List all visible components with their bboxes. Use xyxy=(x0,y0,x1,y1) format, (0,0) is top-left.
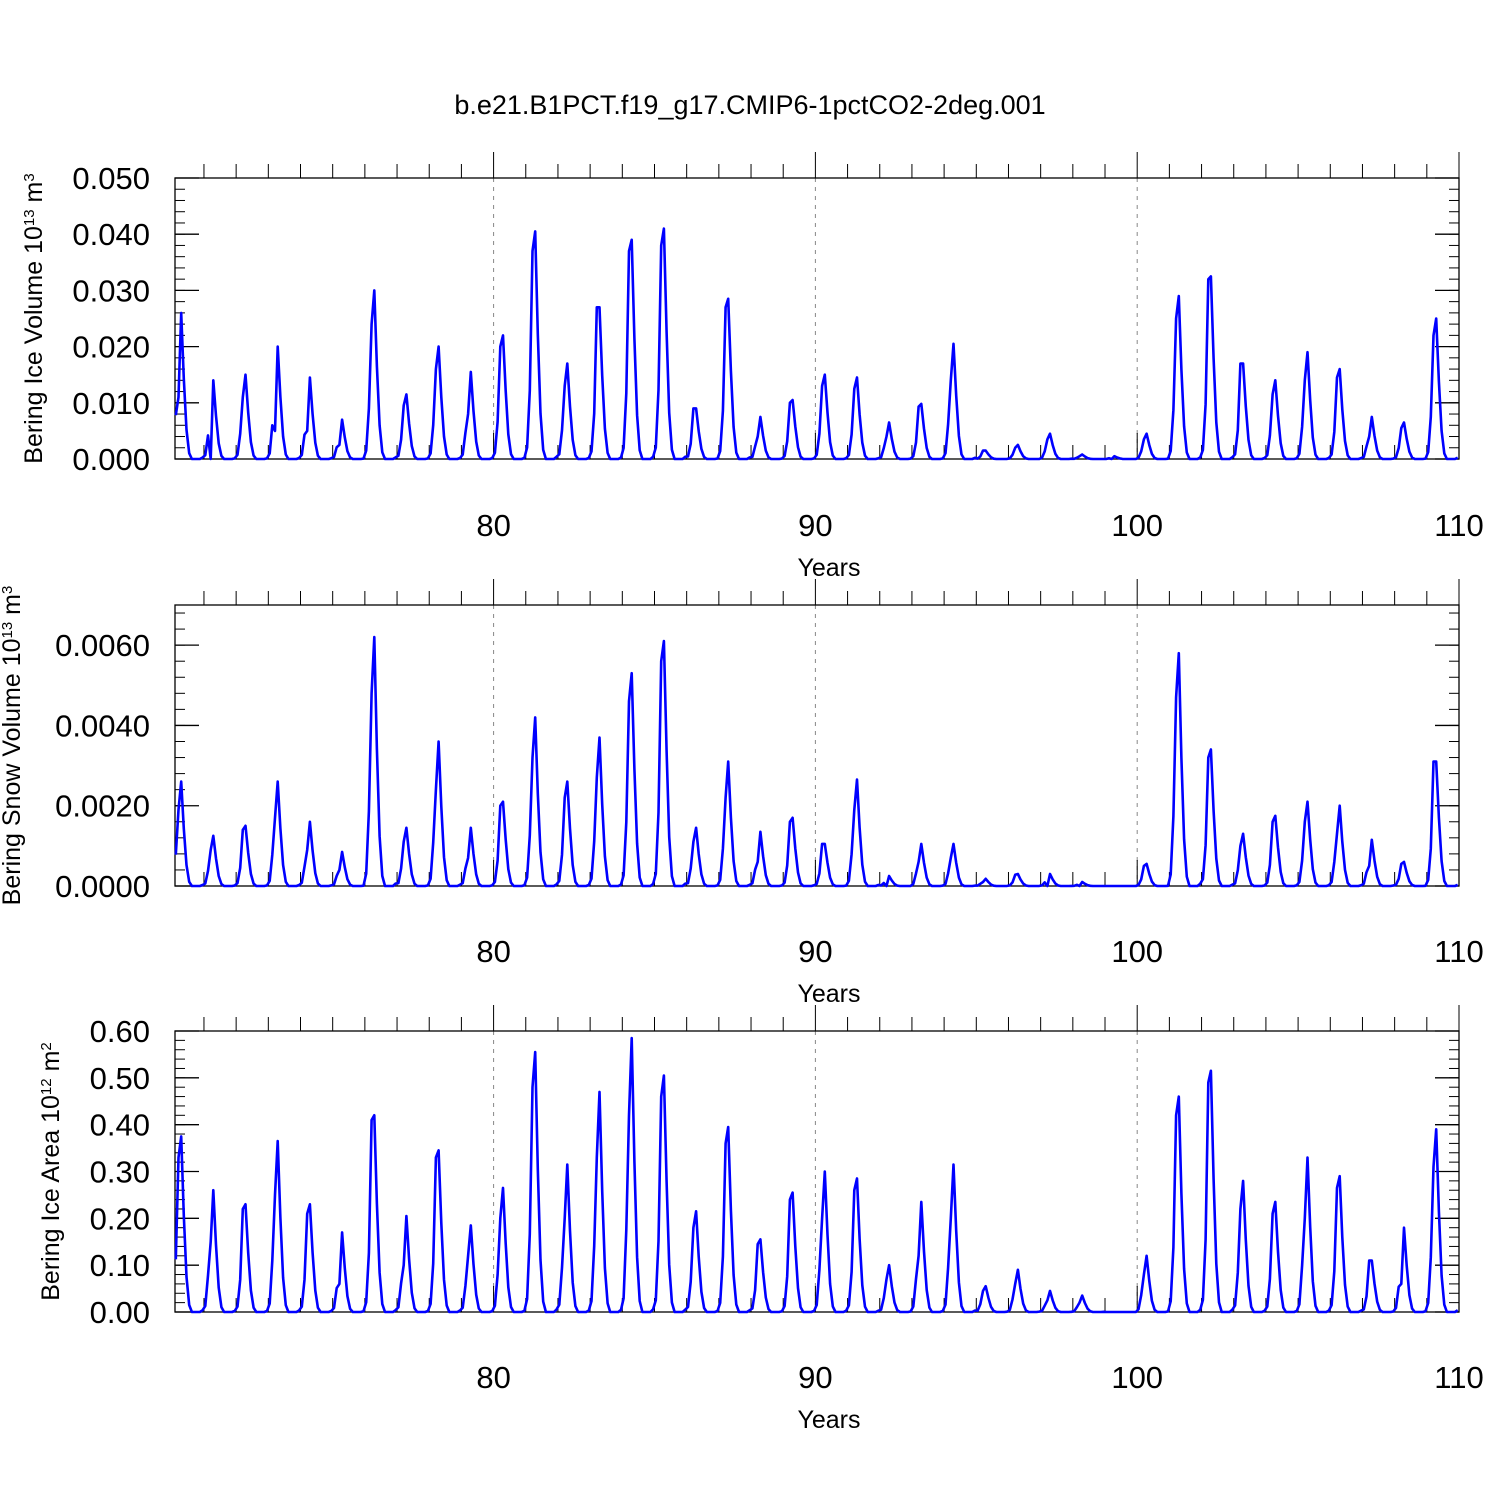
x-tick-label: 90 xyxy=(798,1360,832,1395)
x-axis-label: Years xyxy=(797,980,860,1008)
y-axis-label: Bering Snow Volume 1013 m3 xyxy=(0,586,26,906)
y-tick-label: 0.50 xyxy=(90,1061,150,1096)
y-tick-label: 0.040 xyxy=(72,217,150,252)
y-tick-label: 0.60 xyxy=(90,1014,150,1049)
y-tick-label: 0.20 xyxy=(90,1201,150,1236)
y-tick-label: 0.050 xyxy=(72,161,150,196)
x-axis-label: Years xyxy=(797,554,860,582)
series-line xyxy=(174,1036,1459,1314)
x-tick-label: 110 xyxy=(1434,508,1483,543)
x-tick-label: 110 xyxy=(1434,934,1483,969)
x-tick-label: 80 xyxy=(476,934,510,969)
chart-panels: 0.000 0.010 0.020 0.030 0.040 0.050 80 90 100 110… xyxy=(0,152,1484,1434)
y-tick-label: 0.30 xyxy=(90,1155,150,1190)
y-tick-label: 0.10 xyxy=(90,1248,150,1283)
x-tick-label: 90 xyxy=(798,508,832,543)
y-tick-label: 0.0020 xyxy=(55,789,150,824)
plot-frame xyxy=(174,1030,1460,1313)
y-axis-label: Bering Ice Area 1012 m2 xyxy=(37,1042,65,1301)
x-tick-label: 100 xyxy=(1111,934,1163,969)
y-tick-label: 0.010 xyxy=(72,386,150,421)
y-tick-label: 0.0000 xyxy=(55,869,150,904)
y-tick-label: 0.0040 xyxy=(55,708,150,743)
x-tick-label: 100 xyxy=(1111,508,1163,543)
y-tick-label: 0.020 xyxy=(72,330,150,365)
x-tick-label: 80 xyxy=(476,508,510,543)
chart-panel-1: 0.000 0.010 0.020 0.030 0.040 0.050 80 90 100 110… xyxy=(20,152,1484,582)
x-tick-label: 90 xyxy=(798,934,832,969)
x-tick-label: 80 xyxy=(476,1360,510,1395)
x-tick-label: 100 xyxy=(1111,1360,1163,1395)
series-line xyxy=(174,635,1459,888)
y-axis-label: Bering Ice Volume 1013 m3 xyxy=(20,173,48,463)
x-tick-label: 110 xyxy=(1434,1360,1483,1395)
plot-frame xyxy=(174,604,1460,887)
chart-panel-2: 0.0000 0.0020 0.0040 0.0060 80 90 100 110 Years B… xyxy=(0,579,1484,1008)
series-line xyxy=(174,227,1459,461)
figure-title: b.e21.B1PCT.f19_g17.CMIP6-1pctCO2-2deg.0… xyxy=(454,90,1045,120)
y-tick-label: 0.40 xyxy=(90,1108,150,1143)
plot-frame xyxy=(174,177,1460,460)
chart-panel-3: 0.00 0.10 0.20 0.30 0.40 0.50 0.60 80 90 100 110 Ye… xyxy=(37,1005,1484,1434)
y-tick-label: 0.0060 xyxy=(55,628,150,663)
y-tick-label: 0.000 xyxy=(72,442,150,477)
y-tick-label: 0.030 xyxy=(72,273,150,308)
x-axis-label: Years xyxy=(797,1406,860,1434)
y-tick-label: 0.00 xyxy=(90,1295,150,1330)
